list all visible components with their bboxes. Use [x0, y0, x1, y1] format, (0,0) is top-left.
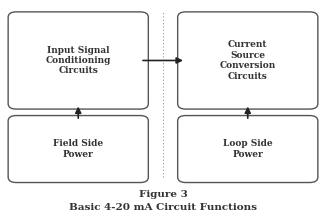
- Text: Basic 4-20 mA Circuit Functions: Basic 4-20 mA Circuit Functions: [69, 203, 257, 212]
- Text: Current
Source
Conversion
Circuits: Current Source Conversion Circuits: [220, 40, 276, 81]
- Text: Loop Side
Power: Loop Side Power: [223, 139, 273, 159]
- FancyBboxPatch shape: [8, 12, 148, 109]
- FancyBboxPatch shape: [178, 116, 318, 183]
- Text: Figure 3: Figure 3: [139, 190, 187, 199]
- Text: Field Side
Power: Field Side Power: [53, 139, 103, 159]
- Text: Input Signal
Conditioning
Circuits: Input Signal Conditioning Circuits: [46, 46, 111, 75]
- FancyBboxPatch shape: [8, 116, 148, 183]
- FancyBboxPatch shape: [178, 12, 318, 109]
